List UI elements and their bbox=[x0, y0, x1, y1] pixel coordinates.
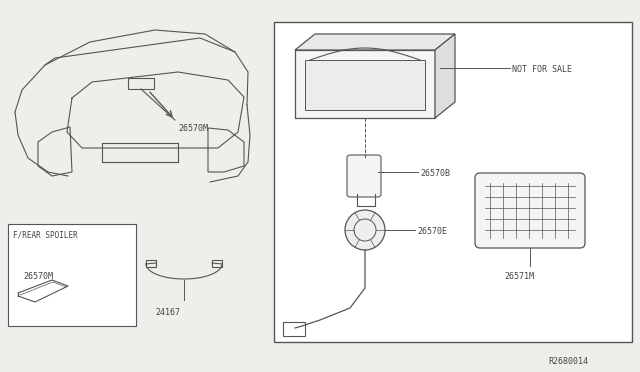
Text: 26570E: 26570E bbox=[417, 227, 447, 236]
Text: 26571M: 26571M bbox=[504, 272, 534, 281]
Polygon shape bbox=[305, 60, 425, 110]
Text: 26570M: 26570M bbox=[178, 124, 208, 133]
Bar bbox=[212, 260, 222, 267]
Bar bbox=[274, 22, 632, 342]
Bar bbox=[146, 260, 156, 267]
Text: 26570B: 26570B bbox=[420, 169, 450, 178]
Polygon shape bbox=[295, 34, 455, 50]
Text: NOT FOR SALE: NOT FOR SALE bbox=[512, 65, 572, 74]
Bar bbox=[128, 78, 154, 89]
Polygon shape bbox=[295, 50, 435, 118]
Bar bbox=[8, 224, 136, 326]
Bar bbox=[283, 322, 305, 336]
FancyBboxPatch shape bbox=[475, 173, 585, 248]
Polygon shape bbox=[435, 34, 455, 118]
FancyBboxPatch shape bbox=[347, 155, 381, 197]
Circle shape bbox=[345, 210, 385, 250]
Text: 24167: 24167 bbox=[156, 308, 180, 317]
Text: R2680014: R2680014 bbox=[548, 357, 588, 366]
Text: F/REAR SPOILER: F/REAR SPOILER bbox=[13, 230, 77, 239]
Text: 26570M: 26570M bbox=[23, 272, 53, 281]
